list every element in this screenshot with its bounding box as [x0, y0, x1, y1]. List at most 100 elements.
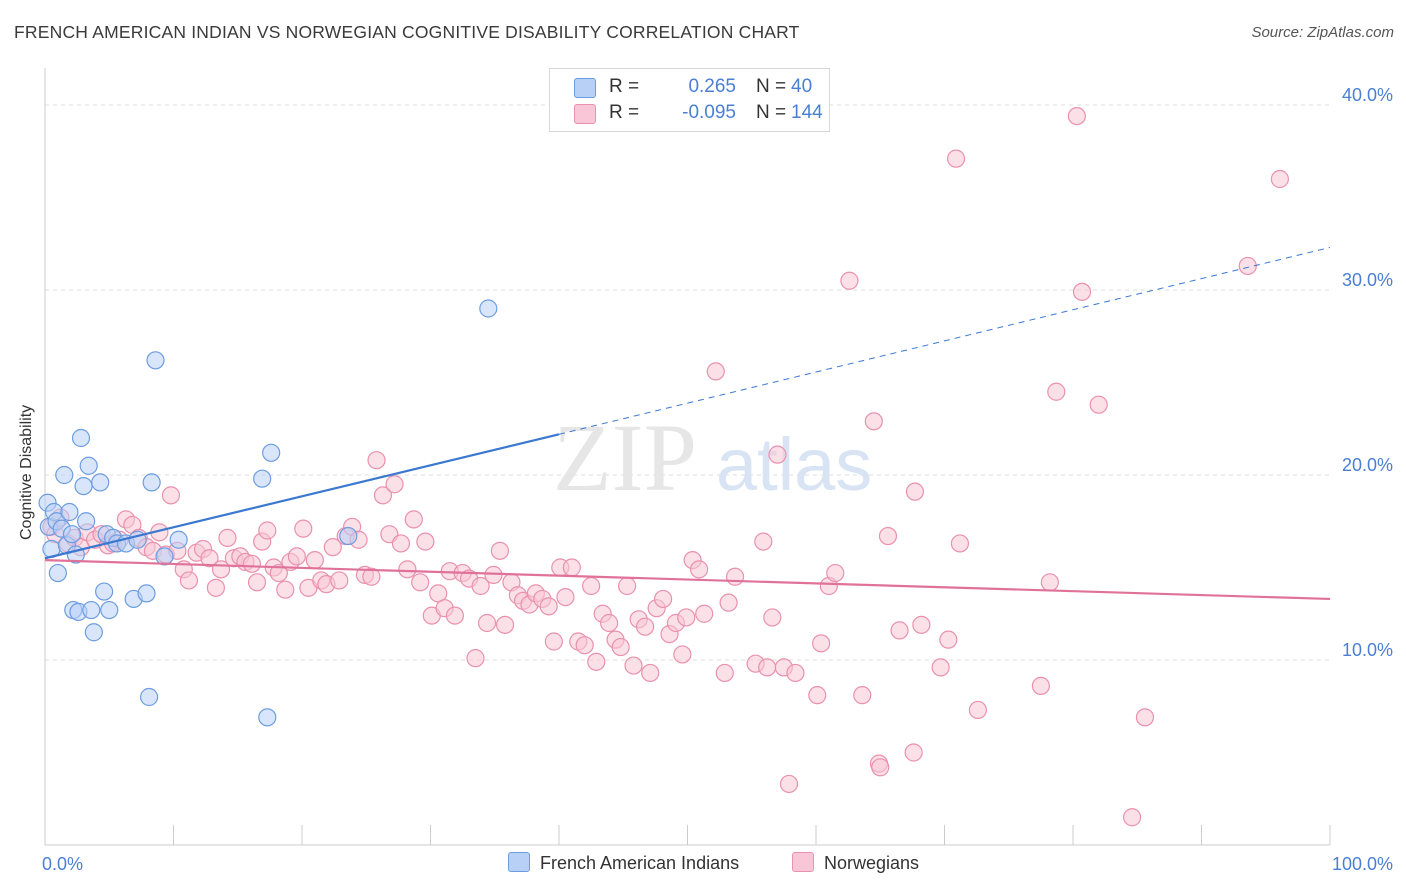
norwegians-point	[904, 743, 923, 762]
norwegians-point	[1072, 282, 1092, 301]
norwegians-point	[287, 547, 306, 566]
french-american-indians-point	[84, 623, 103, 642]
pink-trend-line	[44, 559, 1331, 601]
norwegians-point	[556, 587, 575, 607]
grid-lines	[45, 104, 1330, 661]
french-american-indians-point	[100, 600, 119, 620]
norwegians-point	[677, 608, 696, 627]
norwegians-point	[411, 573, 430, 592]
series-swatch-pink	[792, 852, 814, 872]
norwegians-point	[161, 486, 181, 505]
french-american-indians-point	[82, 600, 101, 620]
french-american-indians-point	[253, 469, 272, 488]
legend-n-label: N =	[756, 102, 787, 123]
french-american-indians-point	[95, 582, 114, 601]
norwegians-point	[544, 632, 563, 651]
watermark-atlas: atlas	[716, 423, 872, 506]
norwegians-point	[539, 597, 558, 616]
french-american-indians-point	[155, 547, 174, 566]
norwegians-point	[786, 663, 805, 683]
norwegians-point	[247, 573, 267, 592]
norwegians-point	[695, 604, 714, 623]
legend-n-value-pink: 144	[791, 102, 823, 123]
french-american-indians-point	[137, 584, 156, 603]
blue-trend-extension	[558, 246, 1331, 435]
norwegians-point	[391, 534, 411, 553]
norwegians-point	[725, 567, 745, 586]
series-swatch-blue	[508, 852, 530, 872]
norwegians-point	[931, 658, 950, 677]
norwegians-point	[763, 608, 782, 627]
tick-labels: 10.0% 20.0% 30.0% 40.0% 0.0% 100.0%	[42, 85, 1393, 874]
norwegians-points	[42, 106, 1289, 827]
norwegians-point	[890, 621, 909, 640]
norwegians-point	[673, 645, 692, 664]
norwegians-point	[471, 576, 490, 596]
norwegians-point	[905, 482, 925, 501]
norwegians-point	[294, 519, 313, 538]
norwegians-point	[768, 445, 787, 464]
norwegians-point	[269, 563, 288, 583]
norwegians-point	[719, 593, 738, 612]
french-american-indians-point	[139, 687, 159, 707]
french-american-indians-point	[55, 465, 74, 485]
y-tick-label: 10.0%	[1342, 640, 1393, 660]
y-tick-label: 30.0%	[1342, 270, 1393, 290]
norwegians-point	[939, 630, 958, 649]
norwegians-point	[242, 554, 261, 573]
y-tick-label: 40.0%	[1342, 85, 1393, 105]
trend-lines	[44, 246, 1331, 601]
series-legend-blue: French American Indians	[508, 852, 739, 874]
x-tick-label-max: 100.0%	[1332, 854, 1393, 874]
norwegians-point	[1135, 708, 1155, 727]
norwegians-point	[323, 538, 342, 557]
french-american-indians-point	[62, 525, 82, 544]
norwegians-point	[385, 475, 404, 494]
french-american-indians-point	[48, 563, 67, 583]
french-american-indians-point	[74, 477, 93, 496]
norwegians-point	[840, 271, 859, 290]
french-american-indians-point	[146, 351, 165, 370]
norwegians-point	[808, 686, 827, 705]
norwegians-point	[466, 649, 485, 668]
norwegians-point	[404, 510, 423, 529]
norwegians-point	[715, 663, 734, 683]
norwegians-point	[575, 636, 594, 655]
norwegians-point	[1067, 106, 1086, 126]
norwegians-point	[946, 149, 966, 168]
norwegians-point	[587, 652, 606, 671]
norwegians-point	[653, 589, 673, 609]
correlation-legend: R = 0.265 N = 40 R = -0.095 N = 144	[549, 68, 830, 132]
norwegians-point	[1047, 382, 1066, 401]
norwegians-point	[826, 563, 845, 583]
axes	[44, 68, 1331, 846]
source-label: Source: ZipAtlas.com	[1251, 24, 1394, 41]
french-american-indians-point	[262, 443, 281, 462]
norwegians-point	[912, 615, 931, 634]
french-american-indians-point	[77, 512, 96, 531]
watermark: ZIP atlas	[553, 404, 872, 511]
norwegians-point	[779, 774, 799, 794]
norwegians-point	[635, 617, 655, 636]
french-american-indians-point	[142, 473, 161, 492]
french-american-indians-point	[71, 428, 91, 448]
norwegians-point	[1031, 676, 1050, 696]
french-american-indians-point	[339, 526, 358, 546]
legend-swatch-blue	[574, 78, 596, 98]
norwegians-point	[1238, 256, 1257, 276]
legend-r-label: R =	[609, 76, 640, 97]
norwegians-point	[618, 576, 637, 596]
norwegians-point	[600, 613, 619, 633]
french-american-indians-point	[91, 473, 110, 492]
norwegians-point	[968, 700, 988, 720]
norwegians-point	[950, 534, 970, 553]
norwegians-point	[878, 526, 898, 546]
x-tick-label-min: 0.0%	[42, 854, 83, 874]
norwegians-point	[305, 550, 324, 570]
norwegians-point	[641, 663, 660, 683]
norwegians-point	[1270, 169, 1289, 189]
french-american-indians-point	[169, 530, 188, 549]
norwegians-point	[367, 451, 386, 470]
norwegians-point	[206, 578, 226, 597]
norwegians-point	[200, 549, 219, 568]
